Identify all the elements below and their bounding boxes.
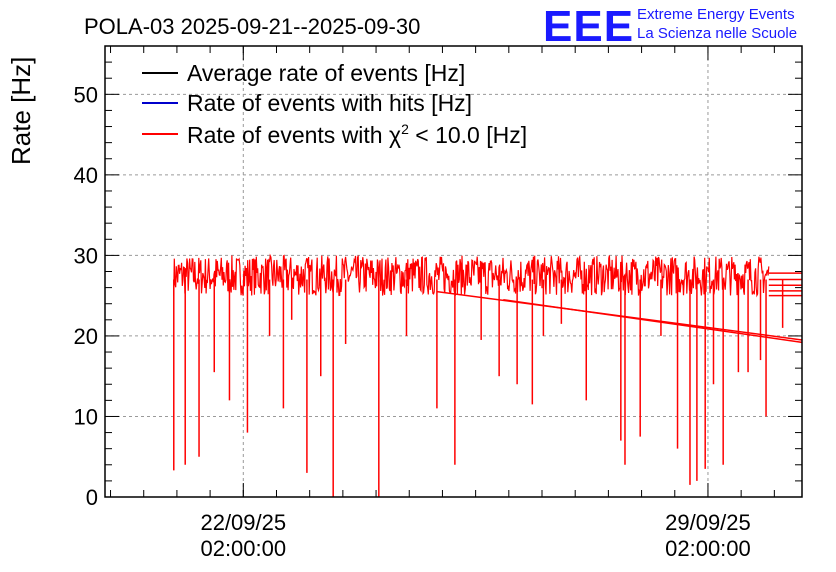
legend: Average rate of events [Hz] Rate of even… <box>142 60 527 148</box>
y-tick-label: 20 <box>74 324 98 349</box>
x-tick-label-date: 29/09/25 <box>665 510 751 535</box>
y-tick-label: 50 <box>74 82 98 107</box>
legend-label-chi2-sup: 2 <box>401 121 409 137</box>
logo-line-1: Extreme Energy Events <box>637 6 795 23</box>
series-connector <box>503 298 803 344</box>
y-tick-label: 30 <box>74 243 98 268</box>
y-tick-label: 10 <box>74 404 98 429</box>
legend-label-chi2-prefix: Rate of events with χ <box>187 122 401 148</box>
y-tick-label: 40 <box>74 163 98 188</box>
chart-title: POLA-03 2025-09-21--2025-09-30 <box>84 14 420 39</box>
x-tick-label-time: 02:00:00 <box>665 536 751 561</box>
x-tick-label-date: 22/09/25 <box>200 510 286 535</box>
series-line-chi2 <box>173 253 770 298</box>
x-tick-label-time: 02:00:00 <box>200 536 286 561</box>
eee-logo: EEE <box>543 2 634 51</box>
y-axis: 0 10 20 30 40 50 <box>74 45 802 510</box>
y-tick-label: 0 <box>86 485 98 510</box>
legend-label-chi2: Rate of events with χ2 < 10.0 [Hz] <box>187 121 527 148</box>
legend-label-chi2-suffix: < 10.0 [Hz] <box>409 122 527 148</box>
y-axis-label: Rate [Hz] <box>6 57 36 165</box>
legend-label-hits: Rate of events with hits [Hz] <box>187 90 472 116</box>
series-rate-chi2 <box>173 253 803 497</box>
logo-line-2: La Scienza nelle Scuole <box>637 25 797 42</box>
grid-lines <box>105 46 802 497</box>
legend-label-average: Average rate of events [Hz] <box>187 60 465 86</box>
